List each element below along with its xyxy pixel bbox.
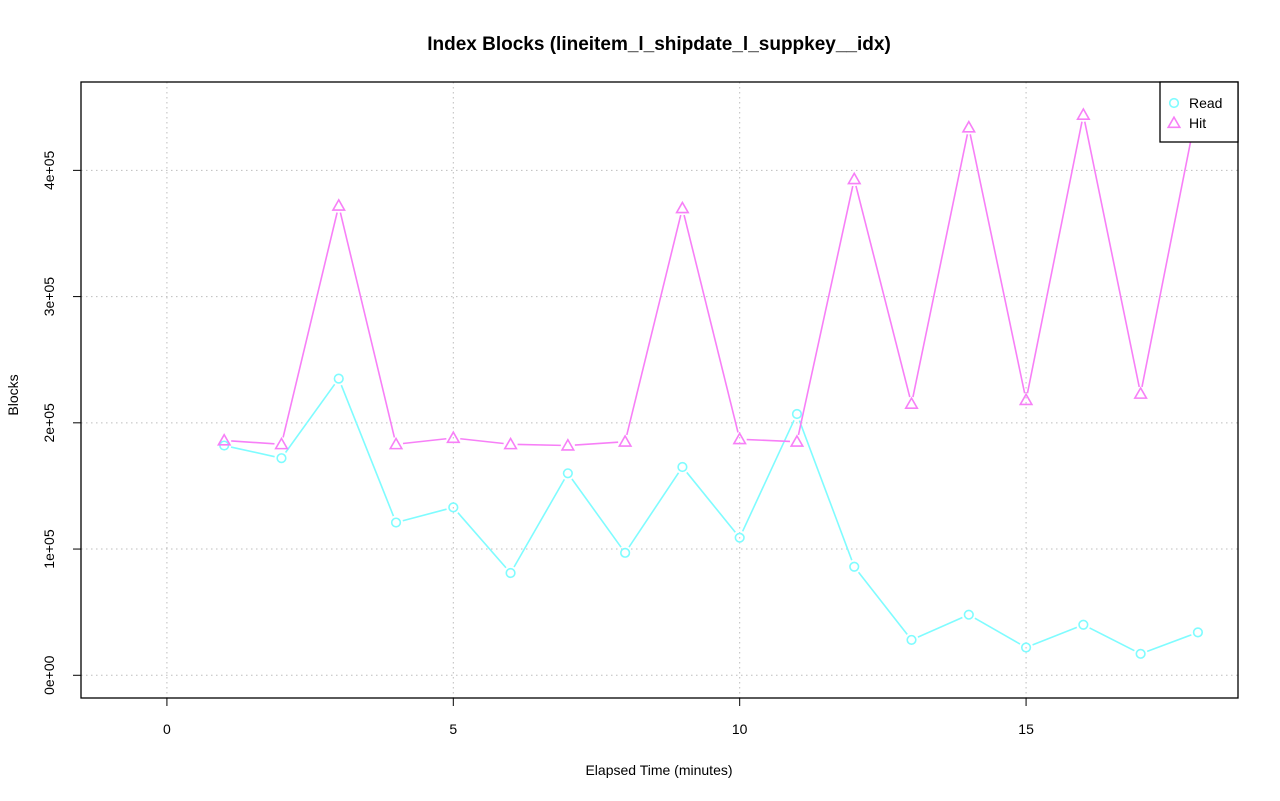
data-point xyxy=(961,120,976,133)
series-line-segment xyxy=(574,441,619,446)
data-point xyxy=(333,373,344,384)
data-point xyxy=(847,171,862,185)
data-point xyxy=(560,438,576,451)
series-line-segment xyxy=(917,616,963,638)
data-point xyxy=(617,434,633,447)
data-point xyxy=(217,433,232,446)
series-line-segment xyxy=(626,214,682,436)
series-line-segment xyxy=(402,508,447,522)
data-point xyxy=(732,431,747,445)
data-point xyxy=(620,547,631,558)
series-layer xyxy=(217,97,1206,659)
data-point xyxy=(448,502,459,513)
series-line-segment xyxy=(746,438,791,443)
plot-frame xyxy=(80,81,1239,699)
grid-lines xyxy=(81,82,1238,698)
series-line-segment xyxy=(513,478,566,568)
legend-label-read: Read xyxy=(1189,95,1222,111)
series-line-segment xyxy=(1026,121,1083,394)
series-line-segment xyxy=(457,512,507,569)
series-hit xyxy=(217,97,1206,451)
data-point xyxy=(963,609,974,620)
series-line-segment xyxy=(1089,627,1135,652)
series-line-segment xyxy=(798,420,853,561)
data-point xyxy=(675,200,690,214)
series-line-segment xyxy=(230,446,275,458)
y-tick-label: 1e+05 xyxy=(41,529,57,569)
series-read xyxy=(219,373,1204,659)
series-line-segment xyxy=(340,384,395,517)
x-tick-label: 5 xyxy=(449,721,457,737)
data-point xyxy=(677,461,688,473)
series-line-segment xyxy=(686,471,736,533)
series-line-segment xyxy=(741,419,795,532)
series-line-segment xyxy=(1146,634,1192,653)
axes: 0 5 10 15 0e+00 1e+05 2e+05 3e+05 4e+05 xyxy=(41,150,1034,737)
data-point xyxy=(562,468,573,479)
data-point xyxy=(1135,648,1146,659)
data-point xyxy=(791,408,803,420)
legend-label-hit: Hit xyxy=(1189,115,1206,131)
data-point xyxy=(503,436,518,450)
y-axis-title: Blocks xyxy=(5,374,21,415)
series-line-segment xyxy=(855,185,911,398)
data-point xyxy=(904,396,919,410)
series-line-segment xyxy=(231,440,275,445)
data-point xyxy=(274,436,289,450)
series-line-segment xyxy=(339,212,396,438)
legend-marker-hit xyxy=(1166,115,1182,129)
y-tick-label: 2e+05 xyxy=(41,403,57,443)
data-point xyxy=(1076,107,1091,120)
series-line-segment xyxy=(282,212,338,438)
data-point xyxy=(1133,386,1148,399)
data-point xyxy=(1020,642,1032,653)
y-tick-label: 0e+00 xyxy=(41,655,57,695)
series-line-segment xyxy=(402,437,447,445)
legend: Read Hit xyxy=(1159,81,1239,143)
series-line-segment xyxy=(1032,626,1078,646)
data-point xyxy=(446,430,461,444)
x-tick-label: 15 xyxy=(1018,721,1034,737)
data-point xyxy=(505,567,516,579)
series-line-segment xyxy=(517,443,561,447)
series-line-segment xyxy=(912,134,969,398)
series-line-segment xyxy=(628,472,680,548)
data-point xyxy=(1078,619,1089,630)
series-line-segment xyxy=(969,134,1026,394)
data-point xyxy=(849,561,860,572)
legend-box xyxy=(1159,81,1239,143)
data-point xyxy=(789,434,805,447)
series-line-segment xyxy=(571,478,622,548)
x-tick-label: 10 xyxy=(732,721,748,737)
chart-title: Index Blocks (lineitem_l_shipdate_l_supp… xyxy=(427,34,891,55)
data-point xyxy=(388,436,404,450)
series-line-segment xyxy=(857,571,908,635)
legend-marker-read xyxy=(1168,97,1180,109)
series-line-segment xyxy=(284,383,336,453)
series-line-segment xyxy=(460,437,504,445)
series-line-segment xyxy=(797,185,854,436)
data-point xyxy=(276,453,287,464)
x-tick-label: 0 xyxy=(163,721,171,737)
series-line-segment xyxy=(683,214,739,433)
data-point xyxy=(734,532,745,543)
data-point xyxy=(1192,627,1204,638)
data-point xyxy=(390,517,402,528)
series-line-segment xyxy=(974,617,1021,645)
series-line-segment xyxy=(1141,111,1198,388)
data-point xyxy=(331,198,346,211)
x-axis-title: Elapsed Time (minutes) xyxy=(585,762,732,778)
y-tick-label: 4e+05 xyxy=(41,150,57,190)
data-point xyxy=(1018,392,1034,406)
y-tick-label: 3e+05 xyxy=(41,277,57,317)
series-line-segment xyxy=(1083,121,1141,388)
data-point xyxy=(906,634,917,646)
